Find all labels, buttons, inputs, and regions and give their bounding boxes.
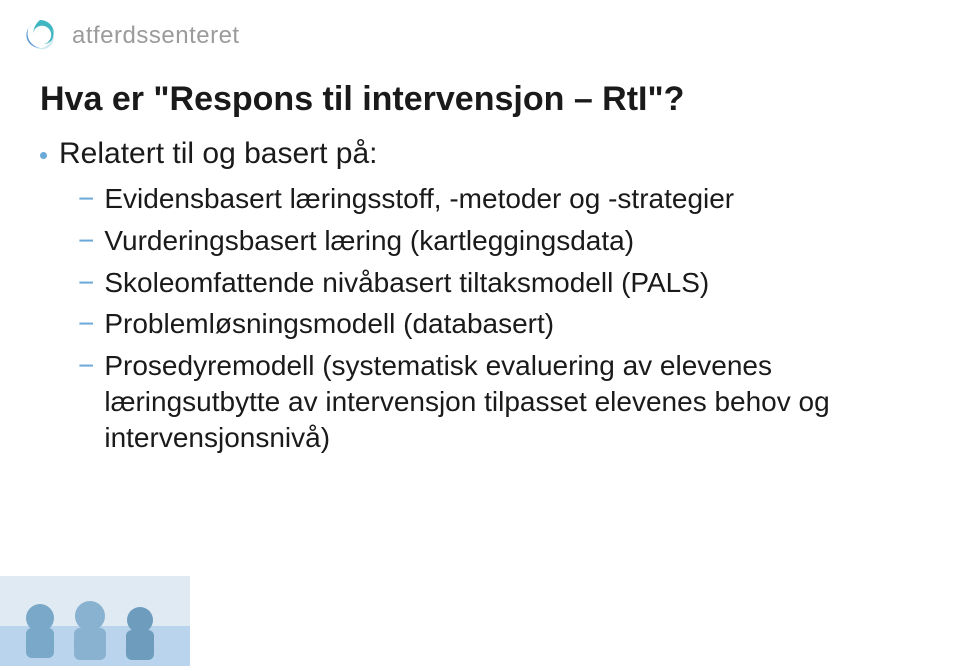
bullet-level2: − Evidensbasert læringsstoff, -metoder o… — [78, 181, 919, 217]
bullet-dot-icon — [40, 152, 47, 159]
slide-content: Hva er "Respons til intervensjon – RtI"?… — [40, 80, 919, 462]
bullet-level1-text: Relatert til og basert på: — [59, 137, 378, 171]
bullet-level2-text: Prosedyremodell (systematisk evaluering … — [104, 348, 919, 455]
bullet-level2: − Vurderingsbasert læring (kartleggingsd… — [78, 223, 919, 259]
page-title: Hva er "Respons til intervensjon – RtI"? — [40, 80, 919, 119]
brand-logo: atferdssenteret — [18, 14, 240, 58]
dash-icon: − — [78, 223, 94, 259]
dash-icon: − — [78, 181, 94, 217]
bullet-level2-text: Evidensbasert læringsstoff, -metoder og … — [104, 181, 919, 217]
footer-photo — [0, 576, 190, 666]
bullet-level2-text: Vurderingsbasert læring (kartleggingsdat… — [104, 223, 919, 259]
bullet-level2: − Skoleomfattende nivåbasert tiltaksmode… — [78, 265, 919, 301]
dash-icon: − — [78, 265, 94, 301]
bullet-level1: Relatert til og basert på: — [40, 137, 919, 171]
brand-name: atferdssenteret — [72, 22, 240, 50]
dash-icon: − — [78, 306, 94, 342]
dash-icon: − — [78, 348, 94, 384]
bullet-level2: − Problemløsningsmodell (databasert) — [78, 306, 919, 342]
bullet-level2-text: Problemløsningsmodell (databasert) — [104, 306, 919, 342]
bullet-level2-text: Skoleomfattende nivåbasert tiltaksmodell… — [104, 265, 919, 301]
swirl-icon — [18, 14, 62, 58]
bullet-level2: − Prosedyremodell (systematisk evaluerin… — [78, 348, 919, 455]
